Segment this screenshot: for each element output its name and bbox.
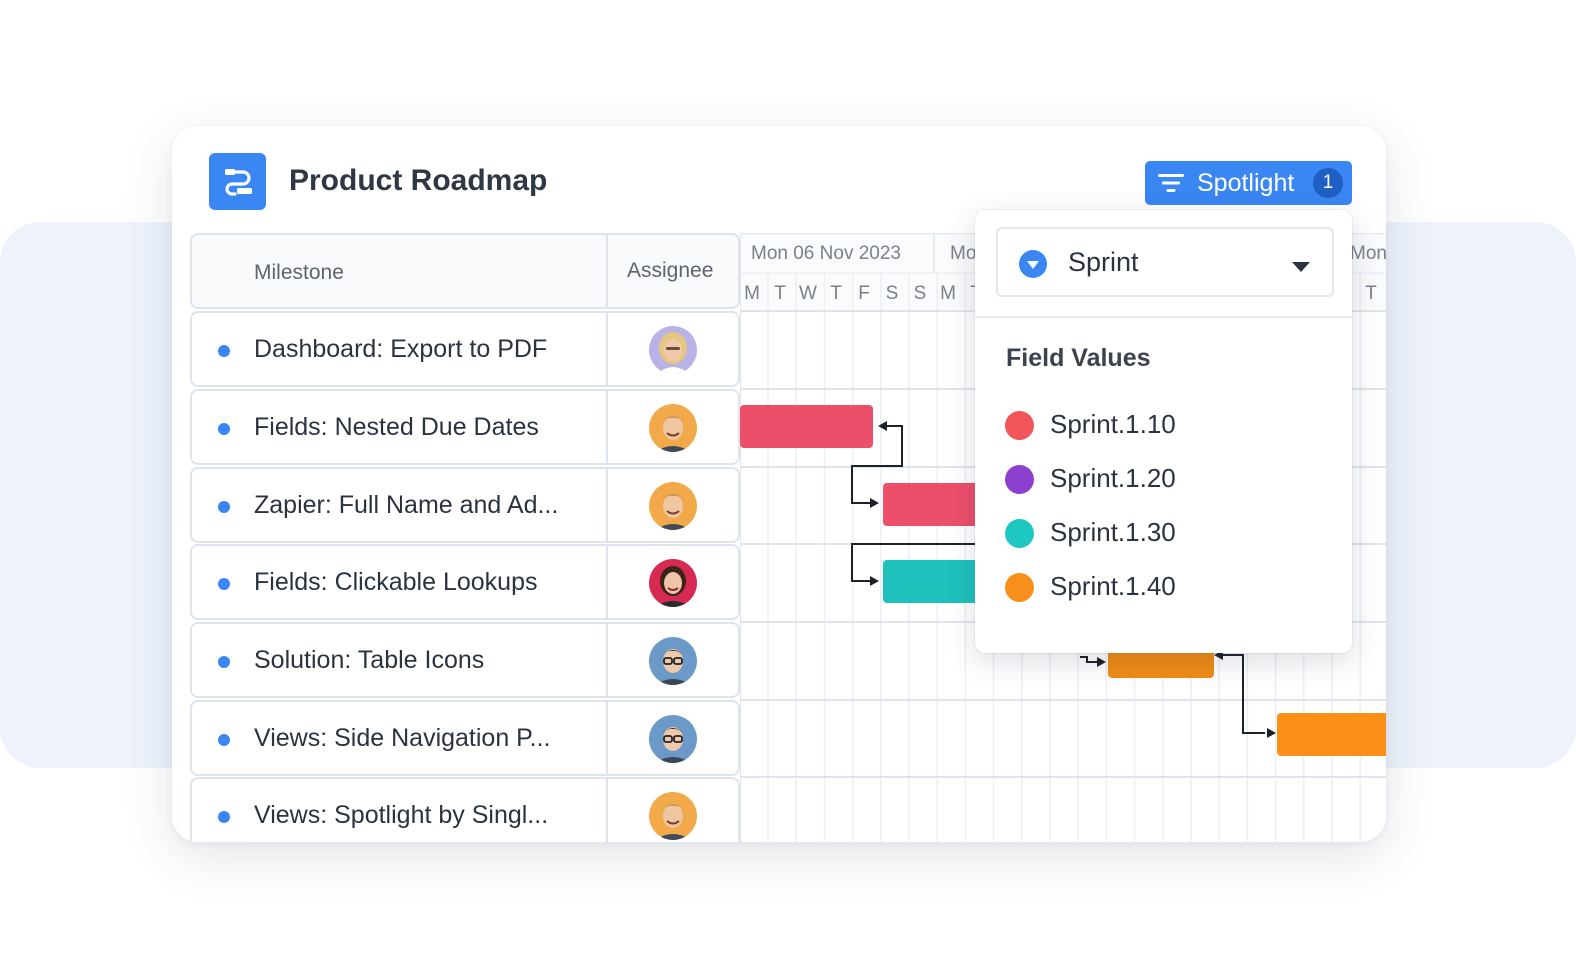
dependency-arrowheads — [870, 421, 1276, 738]
table-row[interactable]: Solution: Table Icons — [190, 622, 740, 698]
spotlight-popup: Sprint Field Values Sprint.1.10 Sprint.1… — [975, 210, 1352, 653]
avatar-blonde-woman[interactable] — [649, 326, 697, 374]
milestone-name[interactable]: Fields: Nested Due Dates — [254, 413, 539, 441]
color-swatch — [1005, 465, 1034, 494]
table-row[interactable]: Fields: Clickable Lookups — [190, 544, 740, 620]
avatar-smiling-man[interactable] — [649, 792, 697, 840]
page-title: Product Roadmap — [289, 164, 548, 197]
day-label: T — [1365, 283, 1377, 304]
table-header: Milestone Assignee — [190, 233, 740, 309]
table-row[interactable]: Fields: Nested Due Dates — [190, 389, 740, 465]
week-label: Mon 06 Nov 2023 — [751, 243, 901, 264]
table-row[interactable]: Zapier: Full Name and Ad... — [190, 467, 740, 543]
gantt-bar-nested-due-dates[interactable] — [740, 405, 873, 448]
milestone-name[interactable]: Fields: Clickable Lookups — [254, 568, 538, 596]
week-label: Mo — [950, 243, 977, 264]
day-label: T — [774, 283, 786, 304]
single-select-field-icon — [1018, 249, 1048, 284]
roadmap-card: Product Roadmap — [172, 126, 1386, 842]
milestone-dot — [218, 501, 230, 513]
spotlight-label: Spotlight — [1197, 169, 1295, 197]
field-values-heading: Field Values — [1006, 344, 1151, 372]
day-label: S — [885, 283, 899, 304]
field-value-label: Sprint.1.30 — [1050, 517, 1176, 547]
gantt-bar-zapier-full-name[interactable] — [883, 483, 1003, 526]
avatar-smiling-man[interactable] — [649, 404, 697, 452]
filter-icon — [1158, 173, 1184, 198]
milestone-name[interactable]: Zapier: Full Name and Ad... — [254, 491, 559, 519]
milestone-name[interactable]: Dashboard: Export to PDF — [254, 335, 548, 363]
milestone-dot — [218, 734, 230, 746]
milestone-dot — [218, 423, 230, 435]
day-label: T — [830, 283, 842, 304]
milestone-column-header[interactable]: Milestone — [254, 261, 344, 284]
divider — [975, 316, 1352, 318]
field-value-label: Sprint.1.20 — [1050, 463, 1176, 493]
milestone-dot — [218, 578, 230, 590]
selected-field: Sprint — [1068, 247, 1139, 277]
spotlight-field-select[interactable]: Sprint — [996, 227, 1334, 297]
avatar-dark-haired-woman[interactable] — [649, 559, 697, 607]
avatar-man-with-glasses[interactable] — [649, 637, 697, 685]
day-label: M — [940, 283, 956, 304]
day-label: M — [744, 283, 760, 304]
milestone-dot — [218, 656, 230, 668]
assignee-column-header[interactable]: Assignee — [627, 259, 714, 282]
roadmap-app-icon — [209, 153, 266, 210]
milestone-dot — [218, 345, 230, 357]
day-label: W — [799, 283, 817, 304]
avatar-man-with-glasses[interactable] — [649, 715, 697, 763]
table-row[interactable]: Views: Side Navigation P... — [190, 700, 740, 776]
dependency-connectors — [851, 425, 1265, 734]
avatar-smiling-man[interactable] — [649, 482, 697, 530]
milestone-name[interactable]: Solution: Table Icons — [254, 646, 485, 674]
chevron-down-icon — [1292, 259, 1310, 277]
color-swatch — [1005, 519, 1034, 548]
color-swatch — [1005, 573, 1034, 602]
spotlight-count-badge: 1 — [1313, 168, 1343, 198]
field-value-label: Sprint.1.40 — [1050, 571, 1176, 601]
color-swatch — [1005, 411, 1034, 440]
table-row[interactable]: Views: Spotlight by Singl... — [190, 777, 740, 842]
table-row[interactable]: Dashboard: Export to PDF — [190, 311, 740, 387]
milestone-name[interactable]: Views: Side Navigation P... — [254, 724, 551, 752]
gantt-bar-side-navigation[interactable] — [1277, 713, 1386, 756]
milestone-dot — [218, 811, 230, 823]
gantt-bar-clickable-lookups[interactable] — [883, 560, 1003, 603]
day-label: F — [858, 283, 870, 304]
spotlight-button[interactable]: Spotlight 1 — [1145, 161, 1352, 205]
milestone-name[interactable]: Views: Spotlight by Singl... — [254, 801, 549, 829]
day-label: S — [913, 283, 927, 304]
week-label: Mon — [1350, 243, 1386, 264]
field-value-label: Sprint.1.10 — [1050, 409, 1176, 439]
